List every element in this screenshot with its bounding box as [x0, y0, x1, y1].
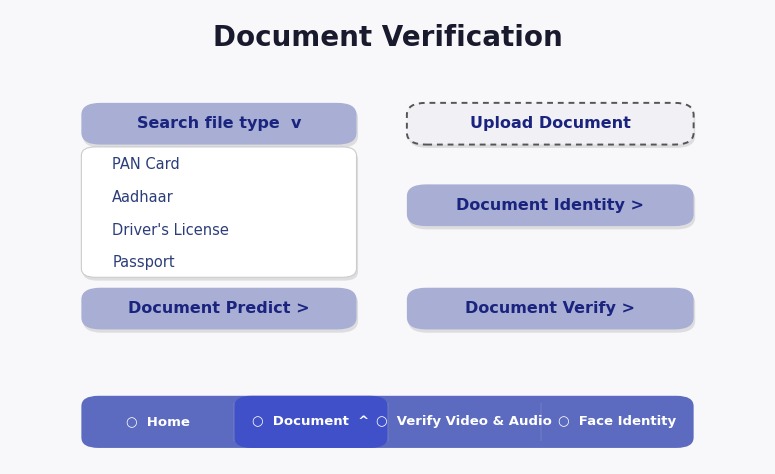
Text: Aadhaar: Aadhaar: [112, 190, 174, 205]
FancyBboxPatch shape: [408, 291, 695, 333]
FancyBboxPatch shape: [407, 184, 694, 226]
FancyBboxPatch shape: [407, 103, 694, 145]
FancyBboxPatch shape: [81, 103, 357, 145]
Text: ○  Verify Video & Audio: ○ Verify Video & Audio: [376, 415, 552, 428]
Text: PAN Card: PAN Card: [112, 157, 180, 173]
Text: Driver's License: Driver's License: [112, 222, 229, 237]
FancyBboxPatch shape: [81, 396, 694, 448]
FancyBboxPatch shape: [81, 147, 357, 277]
Text: ○  Face Identity: ○ Face Identity: [558, 415, 676, 428]
FancyBboxPatch shape: [83, 150, 358, 281]
Text: Document Predict >: Document Predict >: [128, 301, 310, 316]
FancyBboxPatch shape: [83, 106, 358, 148]
FancyBboxPatch shape: [408, 106, 695, 148]
Text: Document Identity >: Document Identity >: [456, 198, 644, 213]
FancyBboxPatch shape: [81, 288, 357, 329]
Text: Upload Document: Upload Document: [470, 116, 631, 131]
FancyBboxPatch shape: [83, 291, 358, 333]
Text: Document Verify >: Document Verify >: [465, 301, 636, 316]
FancyBboxPatch shape: [234, 396, 388, 448]
FancyBboxPatch shape: [407, 288, 694, 329]
Text: Passport: Passport: [112, 255, 175, 270]
Text: ○  Document  ^: ○ Document ^: [253, 415, 370, 428]
Text: ○  Home: ○ Home: [126, 415, 190, 428]
Text: Search file type  v: Search file type v: [136, 116, 301, 131]
FancyBboxPatch shape: [408, 188, 695, 229]
Text: Document Verification: Document Verification: [212, 24, 563, 52]
